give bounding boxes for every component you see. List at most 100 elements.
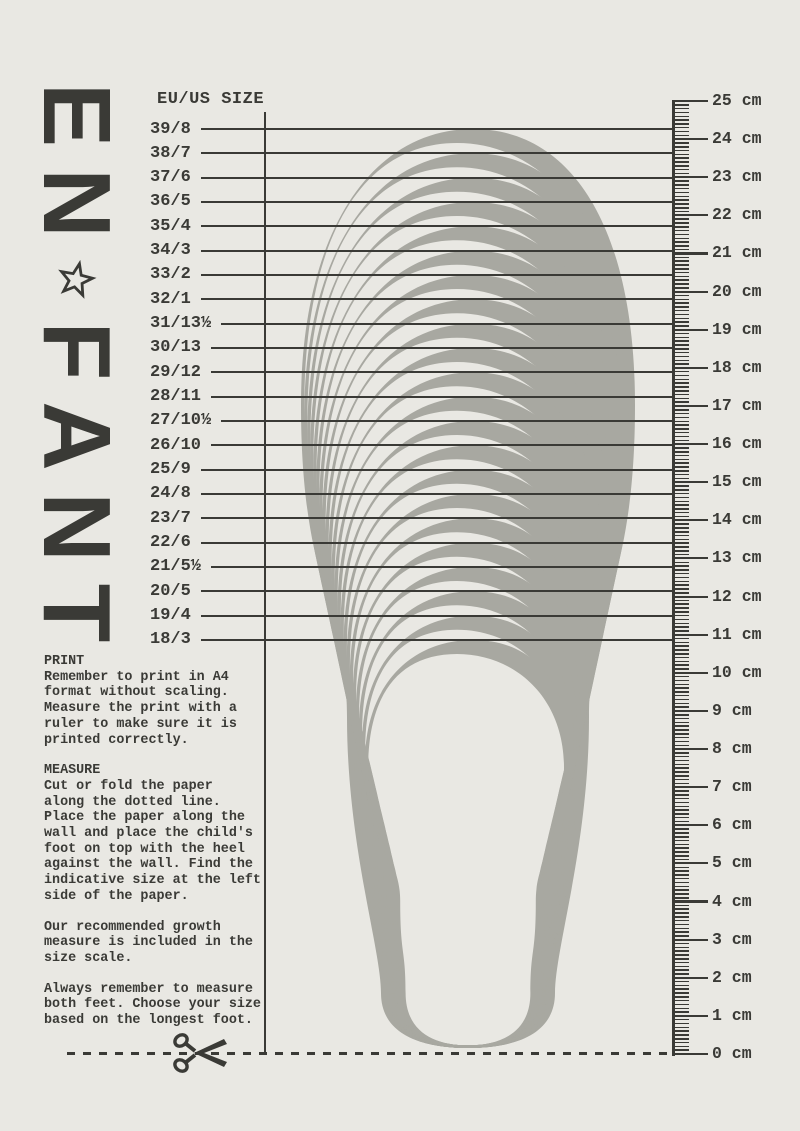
ruler-mm-tick — [674, 1003, 689, 1006]
ruler-mm-tick — [674, 390, 689, 392]
ruler-mm-tick — [674, 165, 689, 167]
ruler-cm-label: 21 cm — [712, 243, 762, 263]
ruler-mm-tick — [674, 245, 689, 247]
ruler-mm-tick — [674, 645, 689, 647]
logo-letter: N — [23, 492, 130, 562]
ruler-mm-tick — [674, 222, 689, 224]
foot-outline-band — [304, 153, 632, 1049]
foot-outline-band — [346, 494, 590, 1048]
ruler-mm-tick — [674, 313, 689, 316]
size-column-header: EU/US SIZE — [157, 90, 265, 109]
size-label: 21/5½ — [150, 557, 202, 577]
ruler-mm-tick — [674, 668, 689, 670]
ruler-mm-tick — [674, 637, 689, 640]
ruler-mm-tick — [674, 999, 689, 1002]
ruler-mm-tick — [674, 500, 689, 502]
ruler-mm-tick — [674, 1041, 689, 1044]
size-line — [200, 176, 673, 179]
ruler-mm-tick — [674, 233, 689, 236]
foot-outline-band — [310, 202, 626, 1048]
foot-outline-band — [365, 640, 571, 1048]
ruler-mm-tick — [674, 279, 689, 281]
ruler-mm-tick — [674, 550, 689, 552]
ruler-mm-tick — [674, 496, 689, 499]
size-row: 31/13½ — [150, 314, 673, 334]
size-label: 22/6 — [150, 533, 191, 553]
ruler-axis — [672, 100, 675, 1056]
ruler-mm-tick — [674, 115, 689, 117]
measure-body: Cut or fold the paper along the dotted l… — [44, 778, 261, 904]
ruler-mm-tick — [674, 359, 689, 361]
size-row: 38/7 — [150, 143, 673, 163]
ruler-mm-tick — [674, 534, 689, 537]
ruler-mm-tick — [674, 531, 689, 533]
ruler-mm-tick — [674, 881, 689, 884]
ruler-mm-tick — [674, 927, 689, 929]
ruler-cm-tick — [674, 595, 708, 598]
ruler-mm-tick — [674, 855, 689, 857]
size-line — [200, 638, 673, 642]
ruler-mm-tick — [674, 584, 689, 586]
dashed-cut-line — [67, 1052, 672, 1055]
ruler-mm-tick — [674, 592, 689, 594]
ruler-mm-tick — [674, 237, 689, 239]
ruler-cm-label: 5 cm — [712, 853, 752, 873]
ruler-mm-tick — [674, 298, 689, 300]
size-label: 36/5 — [150, 192, 191, 212]
ruler-mm-tick — [674, 378, 689, 380]
size-label: 19/4 — [150, 606, 191, 626]
foot-outline-band — [343, 469, 593, 1048]
ruler-mm-tick — [674, 603, 689, 605]
ruler-mm-tick — [674, 370, 689, 373]
ruler-mm-tick — [674, 946, 689, 948]
size-row: 27/10½ — [150, 411, 673, 431]
ruler-mm-tick — [674, 515, 689, 518]
ruler-mm-tick — [674, 813, 689, 815]
ruler-mm-tick — [674, 226, 689, 228]
ruler-mm-tick — [674, 458, 689, 461]
ruler-mm-tick — [674, 374, 689, 377]
ruler-mm-tick — [674, 1011, 689, 1013]
ruler-mm-tick — [674, 687, 689, 689]
size-row: 39/8 — [150, 119, 673, 139]
ruler-mm-tick — [674, 229, 689, 232]
ruler-mm-tick — [674, 523, 689, 525]
ruler-mm-tick — [674, 492, 689, 495]
ruler-cm-tick — [674, 824, 708, 827]
ruler-mm-tick — [674, 679, 689, 682]
ruler-mm-tick — [674, 870, 689, 872]
size-row: 32/1 — [150, 289, 673, 309]
ruler-mm-tick — [674, 874, 689, 876]
size-row: 36/5 — [150, 192, 673, 212]
size-row: 22/6 — [150, 533, 673, 553]
size-label: 33/2 — [150, 265, 191, 285]
ruler-cm-tick — [674, 1052, 708, 1056]
ruler-mm-tick — [674, 508, 689, 510]
ruler-mm-tick — [674, 691, 689, 693]
ruler-mm-tick — [674, 580, 689, 583]
size-line — [211, 371, 673, 374]
ruler-mm-tick — [674, 778, 689, 781]
print-body: Remember to print in A4 format without s… — [44, 669, 237, 748]
ruler-mm-tick — [674, 203, 689, 205]
ruler-mm-tick — [674, 950, 689, 952]
ruler-mm-tick — [674, 157, 689, 159]
size-label: 18/3 — [150, 630, 191, 650]
size-label: 26/10 — [150, 435, 202, 455]
size-label: 29/12 — [150, 362, 202, 382]
size-row: 37/6 — [150, 168, 673, 188]
ruler-mm-tick — [674, 130, 689, 133]
ruler-mm-tick — [674, 123, 689, 125]
ruler-mm-tick — [674, 847, 689, 849]
ruler-cm-tick — [674, 976, 708, 979]
ruler-mm-tick — [674, 908, 689, 910]
size-row: 19/4 — [150, 606, 673, 626]
ruler-mm-tick — [674, 721, 689, 724]
ruler-mm-tick — [674, 866, 689, 868]
ruler-mm-tick — [674, 344, 689, 346]
ruler-cm-label: 2 cm — [712, 967, 752, 987]
ruler-mm-tick — [674, 146, 689, 148]
size-label: 27/10½ — [150, 411, 212, 431]
ruler-mm-tick — [674, 1007, 689, 1009]
left-border-line — [264, 112, 267, 1054]
